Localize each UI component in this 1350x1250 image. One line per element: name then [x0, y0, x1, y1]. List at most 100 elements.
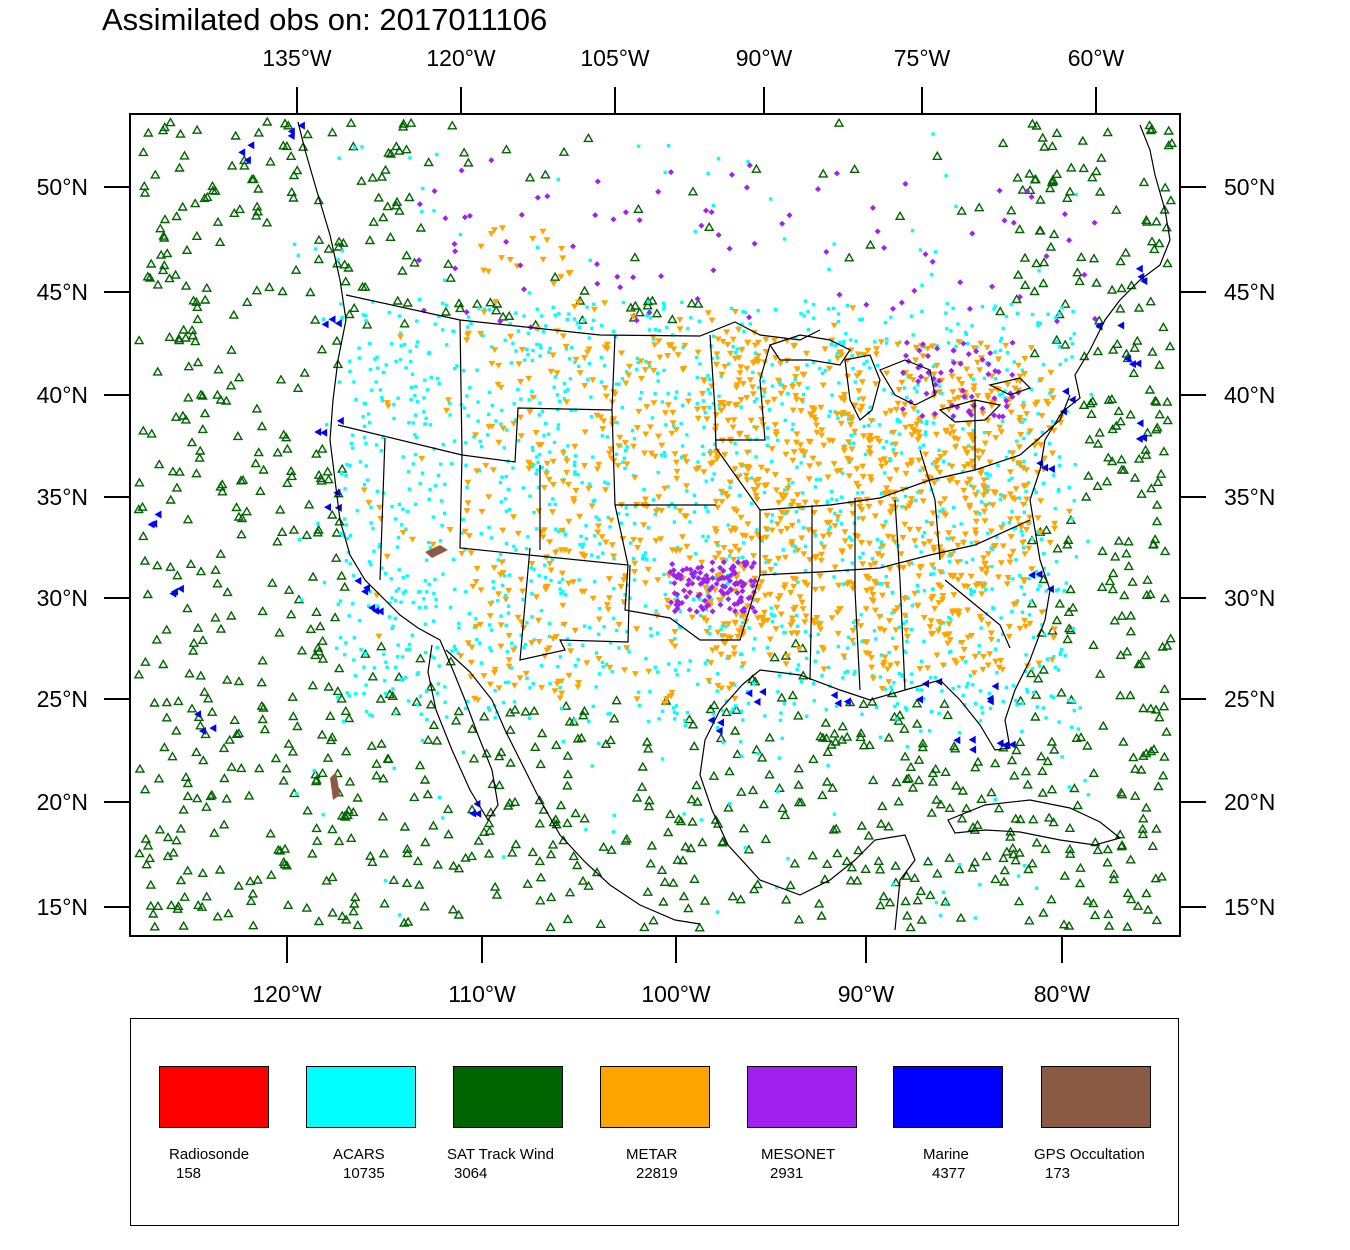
acars-marker [1030, 537, 1034, 541]
acars-marker [559, 706, 564, 711]
acars-marker [895, 702, 900, 706]
metar-marker [866, 540, 873, 547]
sat-wind-marker [301, 529, 313, 539]
metar-marker [794, 492, 801, 499]
sat-wind-marker [534, 795, 545, 805]
acars-marker [993, 350, 997, 354]
metar-marker [486, 613, 494, 620]
acars-marker [406, 699, 411, 703]
metar-marker [980, 555, 988, 562]
acars-marker [382, 652, 386, 656]
sat-wind-marker [605, 734, 616, 745]
sat-wind-marker [683, 903, 694, 913]
metar-marker [526, 462, 534, 468]
acars-marker [1029, 387, 1033, 391]
sat-wind-marker [364, 235, 376, 245]
acars-marker [840, 471, 845, 475]
sat-wind-marker [821, 732, 832, 743]
acars-marker [928, 676, 933, 680]
metar-marker [557, 274, 565, 281]
legend-count: 4377 [932, 1165, 966, 1182]
coastline-segment [699, 684, 916, 931]
sat-wind-marker [261, 217, 273, 227]
metar-marker [597, 414, 605, 421]
sat-wind-marker [693, 298, 704, 308]
acars-marker [591, 704, 595, 708]
acars-marker [731, 707, 735, 711]
metar-marker [506, 257, 514, 263]
acars-marker [753, 637, 757, 641]
acars-marker [840, 558, 845, 562]
sat-wind-marker [901, 773, 913, 783]
acars-marker [530, 358, 535, 363]
acars-marker [725, 656, 729, 660]
metar-marker [963, 480, 971, 487]
acars-marker [852, 672, 856, 676]
metar-marker [743, 395, 751, 401]
sat-wind-marker [250, 458, 261, 468]
metar-marker [874, 551, 882, 558]
acars-marker [739, 615, 743, 619]
sat-wind-marker [164, 331, 175, 341]
metar-marker [418, 455, 426, 462]
mesonet-marker [925, 353, 931, 359]
sat-wind-marker [1154, 409, 1165, 419]
metar-marker [972, 530, 980, 537]
sat-wind-marker [378, 212, 389, 222]
metar-marker [652, 508, 660, 515]
acars-marker [770, 459, 774, 464]
acars-marker [963, 703, 967, 707]
acars-marker [487, 390, 492, 395]
sat-wind-marker [769, 652, 780, 662]
metar-marker [937, 569, 945, 576]
acars-marker [455, 364, 459, 368]
left-lat-label: 15°N [37, 894, 88, 920]
sat-wind-marker [727, 891, 739, 901]
sat-wind-marker [1121, 646, 1133, 656]
metar-marker [872, 580, 880, 587]
sat-wind-marker [471, 298, 483, 308]
metar-marker [709, 459, 717, 466]
acars-marker [662, 572, 666, 577]
sat-wind-marker [278, 429, 289, 439]
acars-marker [877, 423, 882, 427]
acars-marker [487, 412, 491, 416]
acars-marker [969, 592, 973, 597]
sat-wind-marker [272, 447, 283, 457]
sat-wind-marker [510, 839, 522, 849]
metar-marker [488, 360, 496, 367]
metar-marker [981, 560, 988, 567]
sat-wind-marker [152, 366, 163, 376]
metar-marker [806, 463, 814, 470]
metar-marker [886, 509, 894, 516]
acars-marker [381, 435, 385, 440]
metar-marker [1006, 559, 1014, 566]
acars-marker [397, 568, 401, 572]
sat-wind-marker [288, 711, 299, 721]
acars-marker [372, 666, 377, 670]
acars-marker [1030, 667, 1035, 671]
acars-marker [1056, 587, 1061, 592]
acars-marker [503, 574, 507, 578]
sat-wind-marker [1102, 127, 1113, 137]
acars-marker [858, 555, 862, 560]
metar-marker [565, 481, 572, 488]
acars-marker [791, 382, 795, 386]
metar-marker [360, 487, 368, 494]
mesonet-marker [720, 590, 727, 597]
sat-wind-marker [875, 818, 887, 828]
acars-marker [677, 661, 682, 665]
metar-marker [868, 655, 875, 662]
acars-marker [686, 326, 690, 331]
coastline-segment [459, 319, 616, 463]
mesonet-marker [503, 238, 510, 245]
metar-marker [986, 651, 994, 658]
marine-marker [171, 587, 178, 596]
top-lon-label: 75°W [894, 45, 951, 71]
legend-swatch [159, 1066, 269, 1128]
sat-wind-marker [157, 125, 169, 135]
acars-marker [1003, 389, 1007, 393]
sat-wind-marker [506, 847, 518, 857]
metar-marker [795, 646, 803, 653]
metar-marker [937, 501, 944, 507]
